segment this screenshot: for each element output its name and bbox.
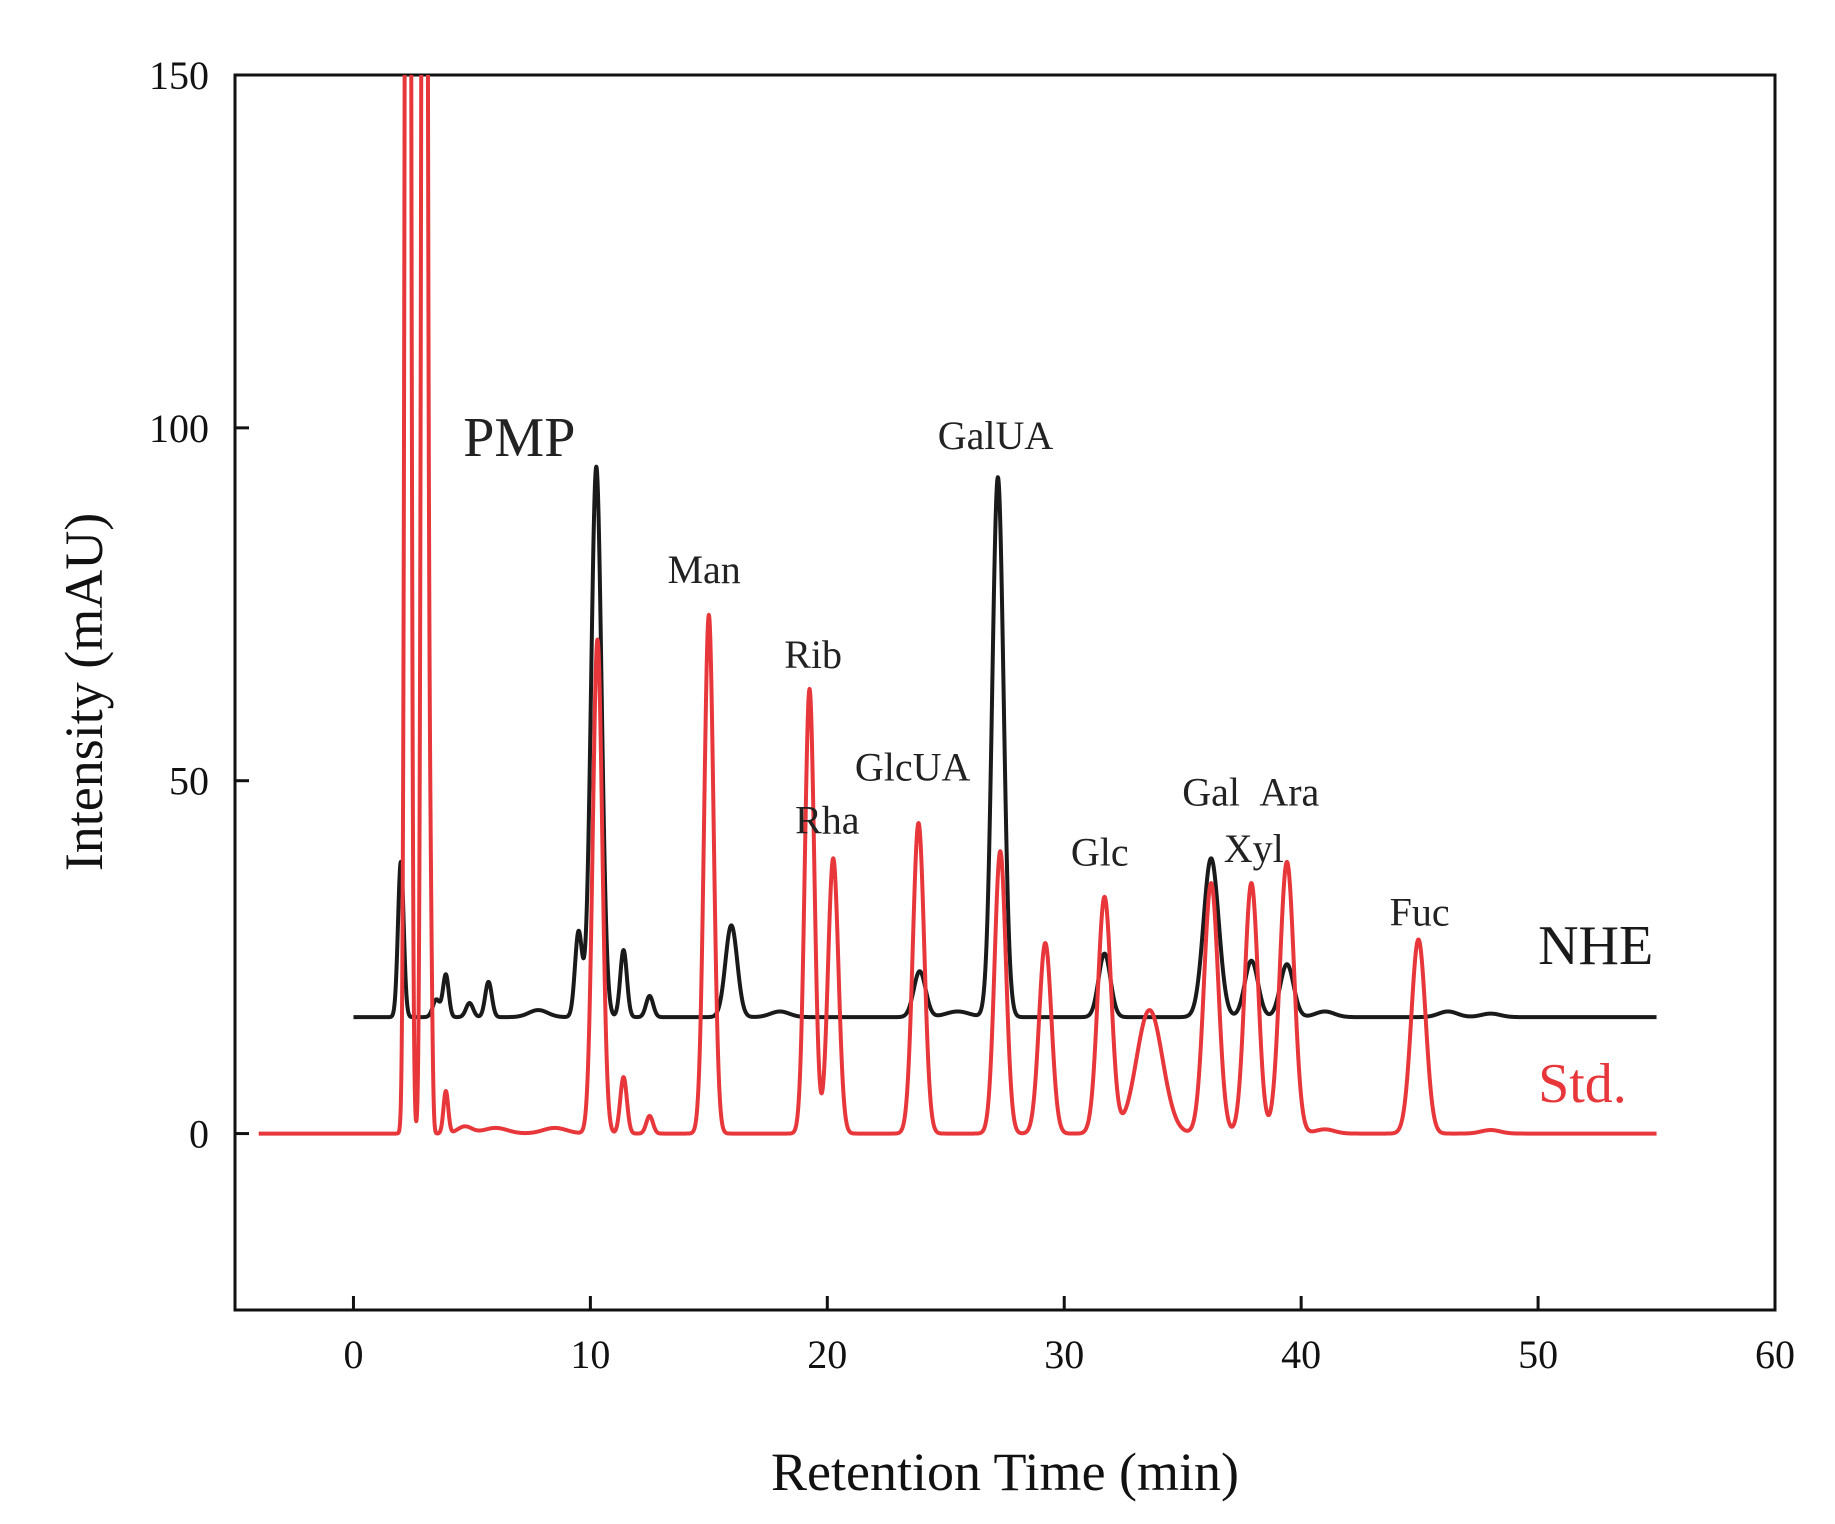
series-line-nhe [351, 464, 1659, 1020]
peak-label-rib: Rib [784, 632, 842, 677]
peak-label-fuc: Fuc [1390, 889, 1450, 934]
peak-label-man: Man [667, 547, 740, 592]
series-label-std: Std. [1538, 1053, 1627, 1115]
peak-label-gal: Gal [1182, 769, 1240, 814]
x-tick-label-20: 20 [807, 1332, 847, 1377]
y-axis-title: Intensity (mAU) [54, 513, 114, 871]
peak-label-ara: Ara [1259, 769, 1319, 814]
x-tick-label-50: 50 [1518, 1332, 1558, 1377]
series-label-nhe: NHE [1538, 915, 1653, 977]
x-tick-label-30: 30 [1044, 1332, 1084, 1377]
series-line-std [256, 75, 1659, 1136]
x-tick-label-10: 10 [570, 1332, 610, 1377]
x-tick-label-40: 40 [1281, 1332, 1321, 1377]
peak-label-galua: GalUA [938, 413, 1054, 458]
y-tick-label-150: 150 [149, 53, 209, 98]
y-tick-label-0: 0 [189, 1112, 209, 1157]
peak-label-glc: Glc [1071, 829, 1129, 874]
peak-label-xyl: Xyl [1224, 826, 1284, 871]
y-tick-label-100: 100 [149, 406, 209, 451]
x-tick-label-60: 60 [1755, 1332, 1795, 1377]
peak-label-pmp: PMP [463, 407, 575, 469]
y-tick-label-50: 50 [169, 759, 209, 804]
peak-label-glcua: GlcUA [855, 745, 971, 790]
plot-frame [233, 73, 1777, 1312]
x-tick-label-0: 0 [343, 1332, 363, 1377]
x-axis-title: Retention Time (min) [771, 1442, 1239, 1502]
peak-label-rha: Rha [795, 798, 860, 843]
